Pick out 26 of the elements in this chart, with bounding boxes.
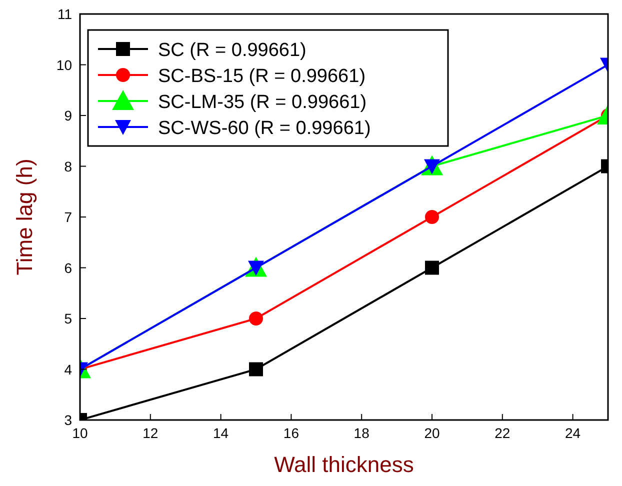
y-tick-label: 9 bbox=[64, 108, 72, 124]
y-tick-label: 7 bbox=[64, 209, 72, 225]
legend-label: SC-LM-35 (R = 0.99661) bbox=[158, 92, 367, 113]
x-tick-label: 14 bbox=[213, 425, 229, 441]
x-axis-title: Wall thickness bbox=[274, 452, 414, 477]
x-tick-label: 16 bbox=[283, 425, 300, 441]
y-tick-label: 11 bbox=[57, 6, 72, 22]
point bbox=[425, 260, 439, 275]
y-tick-label: 8 bbox=[64, 158, 72, 174]
point bbox=[249, 362, 263, 376]
x-tick-label: 12 bbox=[142, 425, 158, 441]
x-tick-label: 24 bbox=[565, 425, 581, 441]
x-tick-label: 20 bbox=[424, 425, 440, 441]
y-tick-label: 6 bbox=[64, 260, 72, 276]
y-axis-title: Time lag (h) bbox=[12, 158, 37, 276]
y-tick-label: 5 bbox=[64, 310, 72, 326]
legend-label: SC-BS-15 (R = 0.99661) bbox=[158, 66, 366, 87]
y-tick-label: 10 bbox=[56, 56, 72, 73]
legend-label: SC-WS-60 (R = 0.99661) bbox=[158, 118, 371, 139]
x-tick-label: 18 bbox=[354, 425, 370, 441]
point bbox=[425, 210, 439, 224]
point bbox=[249, 312, 263, 326]
y-tick-label: 3 bbox=[64, 412, 72, 428]
y-tick-label: 4 bbox=[64, 361, 72, 378]
x-tick-label: 22 bbox=[494, 425, 510, 441]
legend-label: SC (R = 0.99661) bbox=[158, 40, 306, 61]
